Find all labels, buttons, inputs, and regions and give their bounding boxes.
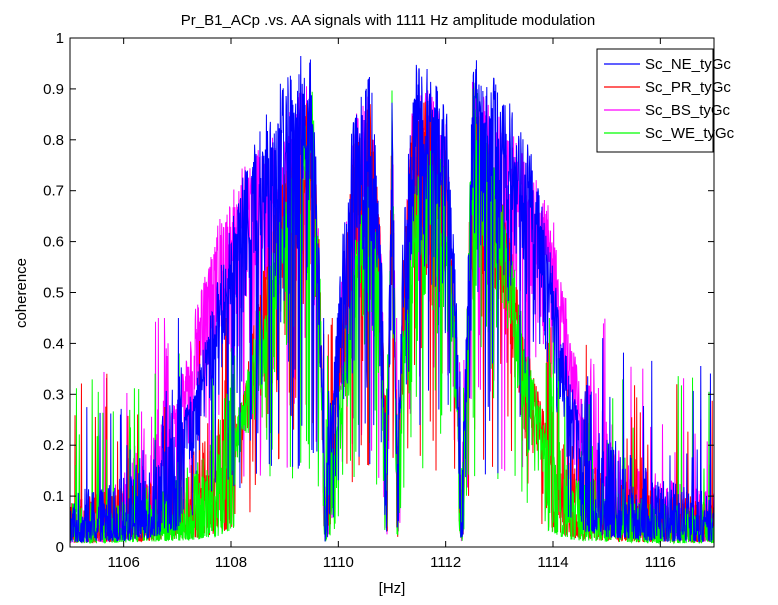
- x-tick-label: 1116: [645, 554, 676, 571]
- y-tick-label: 0.9: [43, 81, 64, 98]
- y-tick-label: 0.3: [43, 386, 64, 403]
- x-axis: 1106 1108 1110 1112 1114 1116: [108, 38, 676, 571]
- y-tick-label: 0.1: [43, 488, 64, 505]
- legend-label: Sc_WE_tyGc: [645, 125, 735, 142]
- y-axis: 0 0.1 0.2 0.3 0.4 0.5 0.6 0.7 0.8 0.9 1: [43, 30, 714, 556]
- y-tick-label: 0.4: [43, 335, 64, 352]
- series-line-sc-ne-tygc: [70, 56, 714, 543]
- y-tick-label: 0.6: [43, 234, 64, 251]
- legend-label: Sc_BS_tyGc: [645, 102, 731, 119]
- chart-title: Pr_B1_ACp .vs. AA signals with 1111 Hz a…: [181, 12, 595, 29]
- x-tick-label: 1106: [108, 554, 140, 571]
- legend-label: Sc_NE_tyGc: [645, 56, 731, 73]
- y-axis-title: coherence: [13, 258, 30, 328]
- y-tick-label: 0.8: [43, 132, 64, 149]
- legend-label: Sc_PR_tyGc: [645, 79, 731, 96]
- legend: Sc_NE_tyGc Sc_PR_tyGc Sc_BS_tyGc Sc_WE_tyGc: [596, 48, 735, 153]
- x-tick-label: 1114: [537, 554, 568, 571]
- y-tick-label: 0.5: [43, 285, 64, 302]
- series-layer: [70, 56, 714, 545]
- y-tick-label: 0.2: [43, 437, 64, 454]
- y-tick-label: 1: [56, 30, 64, 47]
- y-tick-label: 0.7: [43, 183, 64, 200]
- legend-box: [596, 48, 714, 153]
- x-axis-title: [Hz]: [379, 580, 406, 597]
- x-tick-label: 1112: [430, 554, 461, 571]
- x-tick-label: 1108: [215, 554, 247, 571]
- y-tick-label: 0: [56, 539, 64, 556]
- x-tick-label: 1110: [323, 554, 354, 571]
